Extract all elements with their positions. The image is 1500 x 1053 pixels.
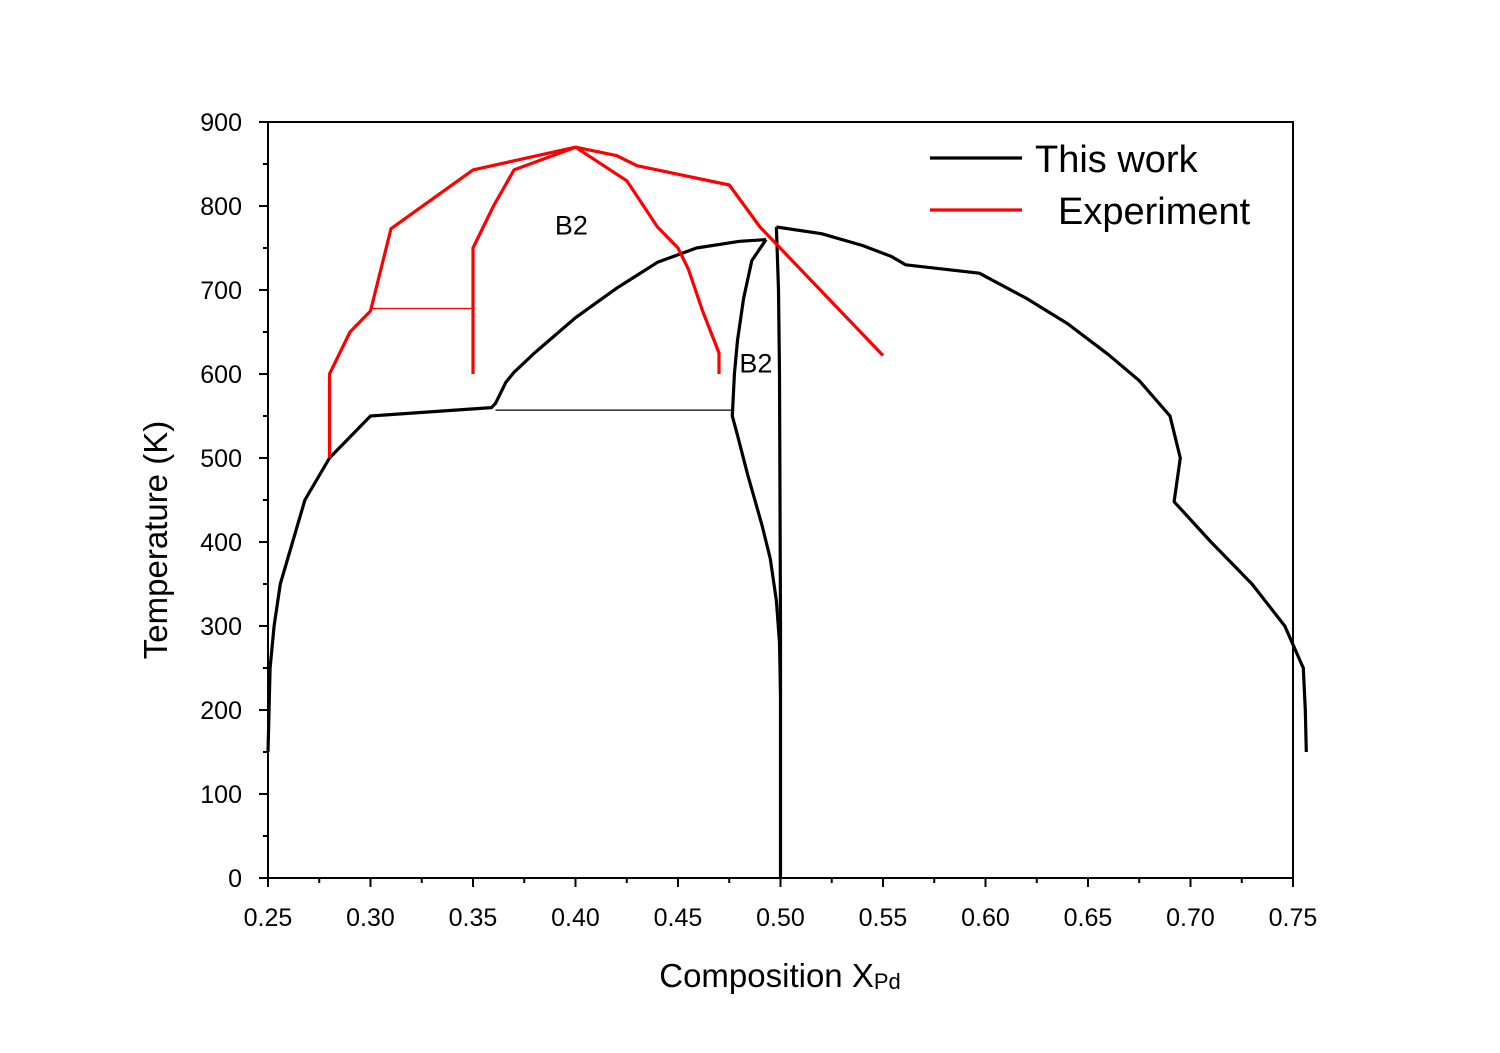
series-line-this-work-3 bbox=[776, 225, 1308, 753]
y-tick-label: 400 bbox=[200, 529, 242, 557]
series-line-this-work-1 bbox=[730, 238, 783, 694]
y-tick-label: 800 bbox=[200, 193, 242, 221]
y-tick-label: 300 bbox=[200, 613, 242, 641]
x-tick-label: 0.55 bbox=[859, 904, 908, 932]
annotations-layer: B2 B2 bbox=[555, 211, 773, 379]
phase-label: B2 bbox=[555, 211, 588, 241]
series-layer bbox=[266, 145, 1308, 878]
y-axis-title: Temperature (K) bbox=[137, 421, 174, 659]
y-tick-label: 500 bbox=[200, 445, 242, 473]
legend: This work Experiment bbox=[930, 139, 1251, 233]
x-tick-label: 0.35 bbox=[449, 904, 498, 932]
series-line-experiment-6 bbox=[471, 145, 721, 374]
legend-label-this-work: This work bbox=[1035, 139, 1199, 181]
x-tick-label: 0.60 bbox=[961, 904, 1010, 932]
y-tick-label: 200 bbox=[200, 697, 242, 725]
phase-label: B2 bbox=[739, 348, 772, 378]
x-axis-title-main: Composition X bbox=[659, 957, 874, 994]
ticks-layer: 0.25 0.30 0.35 0.40 0.45 0.50 0.55 0.60 0.65 0.70… bbox=[200, 109, 1317, 932]
y-tick-label: 100 bbox=[200, 781, 242, 809]
y-tick-label: 700 bbox=[200, 277, 242, 305]
y-tick-label: 0 bbox=[228, 865, 242, 893]
series-line-this-work-0 bbox=[266, 238, 767, 753]
series-line-experiment-5 bbox=[327, 145, 885, 458]
x-tick-label: 0.45 bbox=[654, 904, 703, 932]
x-tick-label: 0.75 bbox=[1269, 904, 1318, 932]
x-tick-label: 0.30 bbox=[346, 904, 395, 932]
y-tick-label: 900 bbox=[200, 109, 242, 137]
series-line-this-work-2 bbox=[774, 226, 783, 878]
legend-label-experiment: Experiment bbox=[1058, 191, 1251, 233]
y-tick-label: 600 bbox=[200, 361, 242, 389]
x-axis-title-subscript: Pd bbox=[874, 969, 901, 994]
x-tick-label: 0.40 bbox=[551, 904, 600, 932]
x-tick-label: 0.25 bbox=[244, 904, 293, 932]
x-tick-label: 0.70 bbox=[1166, 904, 1215, 932]
x-axis-title: Composition XPd bbox=[659, 957, 901, 994]
x-tick-label: 0.65 bbox=[1064, 904, 1113, 932]
x-tick-label: 0.50 bbox=[756, 904, 805, 932]
